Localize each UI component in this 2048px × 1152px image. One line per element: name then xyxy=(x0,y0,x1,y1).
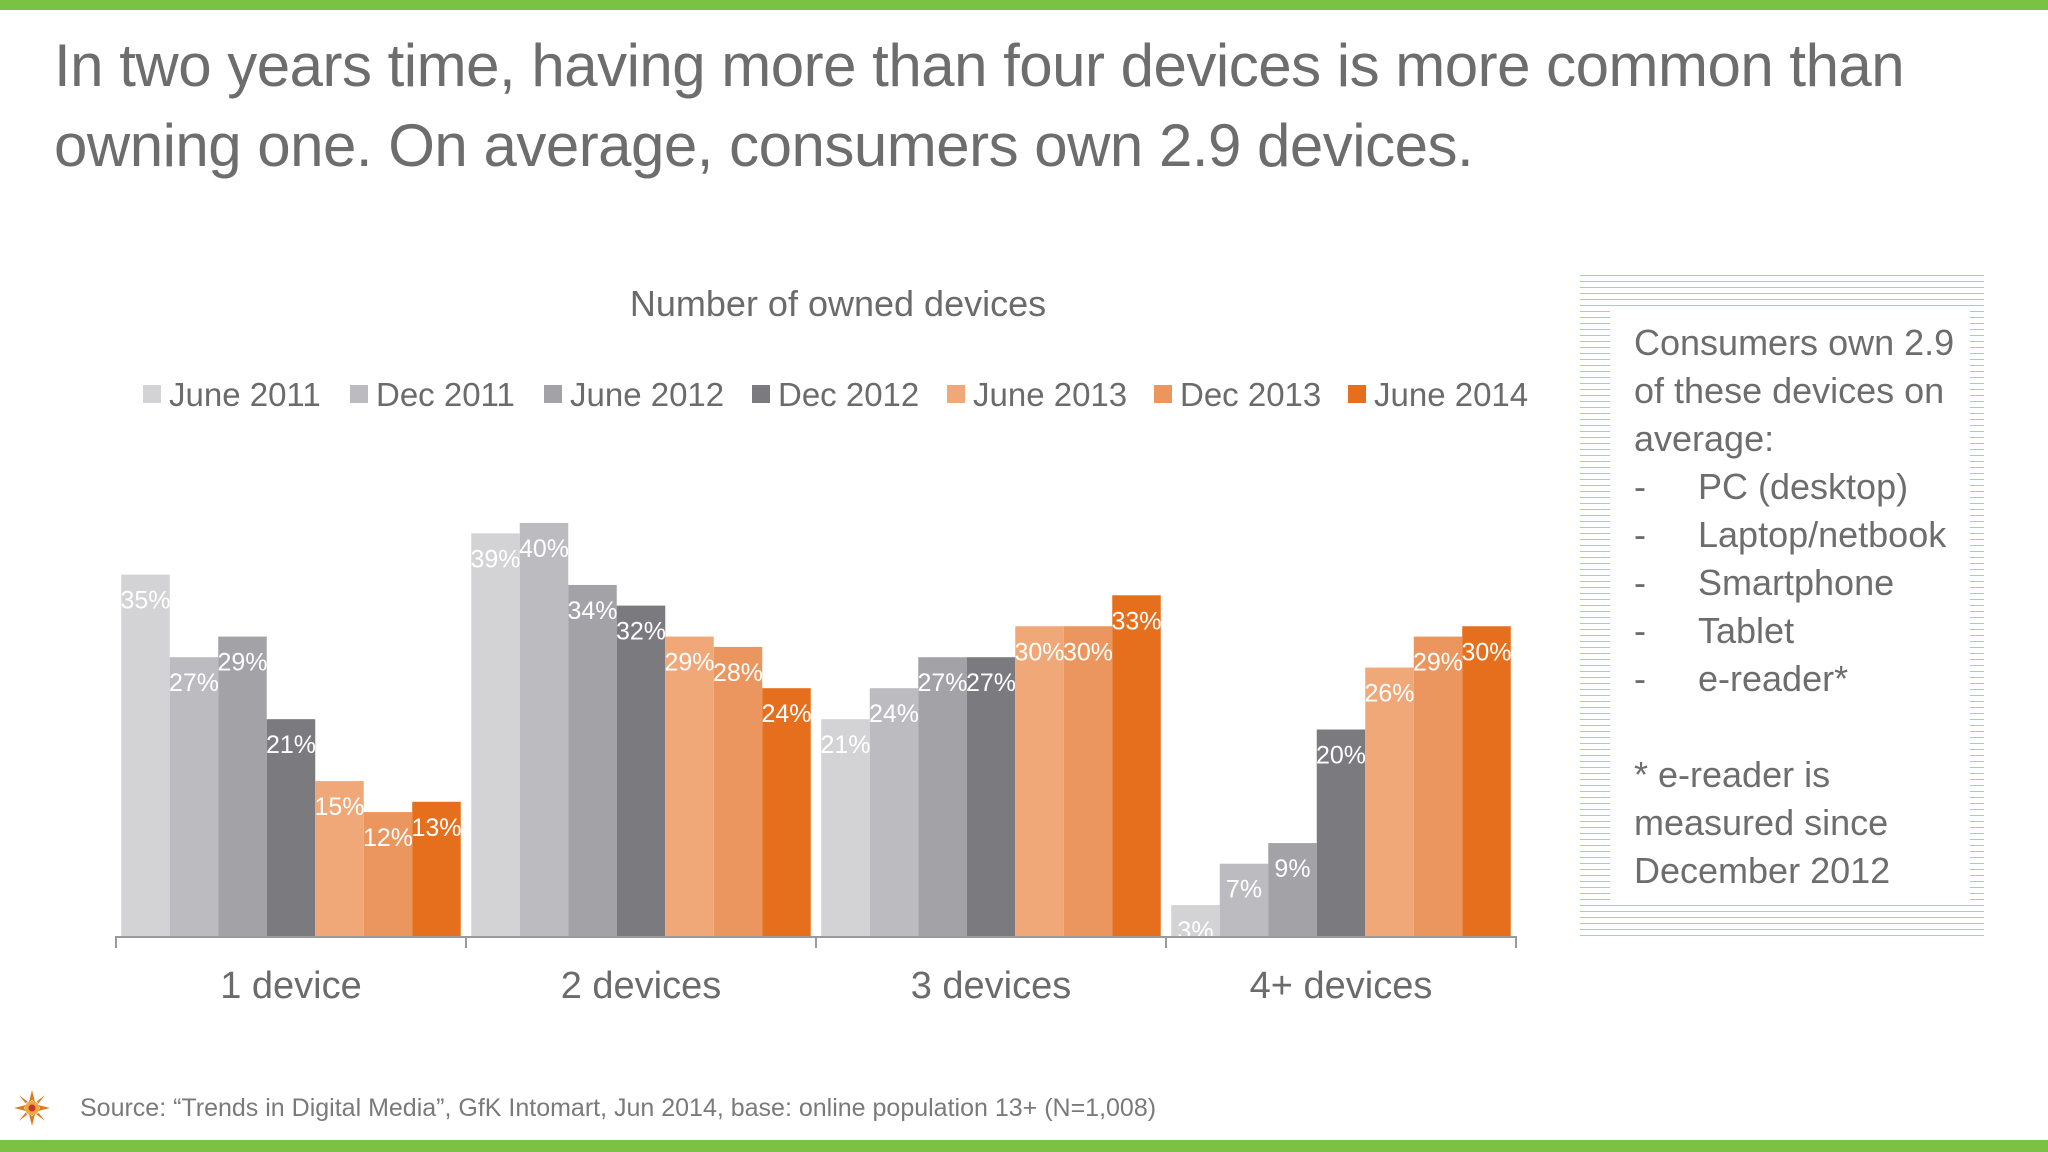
bottom-accent-bar xyxy=(0,1140,2048,1152)
device-label-ereader: e-reader* xyxy=(1698,658,1849,699)
device-label-pc: PC (desktop) xyxy=(1698,466,1909,507)
bar xyxy=(616,605,666,936)
side-note-content: Consumers own 2.9 of these devices on av… xyxy=(1610,311,1970,903)
side-note-title: Consumers own 2.9 of these devices on av… xyxy=(1634,322,1955,459)
bar xyxy=(1112,595,1161,936)
legend-swatch xyxy=(947,385,965,403)
legend-label: Dec 2011 xyxy=(376,376,515,413)
top-accent-bar xyxy=(0,0,2048,10)
bar-value-label: 34% xyxy=(567,597,617,625)
list-item: - e-reader* xyxy=(1634,655,1956,703)
page-title: In two years time, having more than four… xyxy=(54,32,1905,179)
legend-label: June 2012 xyxy=(570,376,724,413)
bar xyxy=(869,688,919,936)
bar-value-label: 13% xyxy=(411,814,461,842)
bar xyxy=(218,636,267,936)
bar xyxy=(1316,729,1366,936)
list-item: - PC (desktop) xyxy=(1634,463,1956,511)
legend-label: June 2013 xyxy=(973,376,1127,413)
bar-value-label: 7% xyxy=(1226,876,1262,904)
category-label: 3 devices xyxy=(911,965,1072,1007)
bar xyxy=(762,688,811,936)
side-note-box: Consumers own 2.9 of these devices on av… xyxy=(1580,275,1984,937)
gfk-logo-icon xyxy=(14,1090,50,1126)
bar xyxy=(1462,626,1511,936)
bar-value-label: 35% xyxy=(120,587,170,615)
bar xyxy=(713,646,763,936)
bar xyxy=(1171,905,1220,936)
bar-value-label: 26% xyxy=(1364,680,1414,708)
device-label-tablet: Tablet xyxy=(1698,610,1795,651)
category-label: 4+ devices xyxy=(1250,965,1433,1007)
legend-label: Dec 2012 xyxy=(778,376,919,413)
bar-value-label: 15% xyxy=(314,793,364,821)
bar-value-label: 30% xyxy=(1461,638,1511,666)
list-item: - Tablet xyxy=(1634,607,1956,655)
bar-value-label: 30% xyxy=(1014,638,1064,666)
bar xyxy=(1015,626,1064,936)
bar xyxy=(568,584,617,936)
bar-value-label: 24% xyxy=(869,700,919,728)
legend-swatch xyxy=(1154,385,1172,403)
bar-value-label: 32% xyxy=(616,618,666,646)
bar-value-label: 40% xyxy=(519,535,569,563)
bar-value-label: 27% xyxy=(966,669,1016,697)
category-label: 2 devices xyxy=(561,965,722,1007)
bar-value-label: 28% xyxy=(713,659,763,687)
device-list: - PC (desktop) - Laptop/netbook - Smartphon… xyxy=(1634,463,1956,703)
legend-swatch xyxy=(544,385,562,403)
bar xyxy=(665,636,714,936)
bar xyxy=(315,781,364,936)
bar xyxy=(121,574,170,936)
bar xyxy=(1063,626,1113,936)
bar-value-label: 29% xyxy=(664,649,714,677)
legend-label: June 2011 xyxy=(169,376,321,413)
bar xyxy=(821,719,870,936)
legend-label: June 2014 xyxy=(1374,376,1528,413)
bar xyxy=(169,657,219,936)
bar xyxy=(266,719,316,936)
bar-value-label: 30% xyxy=(1063,638,1113,666)
bar xyxy=(412,801,461,936)
list-item: - Smartphone xyxy=(1634,559,1956,607)
legend-swatch xyxy=(143,385,161,403)
bar-value-label: 29% xyxy=(1413,649,1463,677)
bar xyxy=(1365,667,1414,936)
bar-value-label: 12% xyxy=(363,824,413,852)
bar-value-label: 9% xyxy=(1274,855,1310,883)
bar xyxy=(918,657,967,936)
device-label-laptop: Laptop/netbook xyxy=(1698,514,1947,555)
bar xyxy=(1413,636,1463,936)
ereader-footnote: * e-reader is measured since December 20… xyxy=(1634,754,1891,891)
bar-value-label: 39% xyxy=(470,545,520,573)
bar-value-label: 3% xyxy=(1177,917,1213,945)
bar xyxy=(1268,843,1317,936)
category-label: 1 device xyxy=(220,965,362,1007)
bar-value-label: 21% xyxy=(266,731,316,759)
legend-label: Dec 2013 xyxy=(1180,376,1321,413)
list-item: - Laptop/netbook xyxy=(1634,511,1956,559)
legend-swatch xyxy=(752,385,770,403)
bar-value-label: 33% xyxy=(1111,607,1161,635)
bar xyxy=(471,533,520,936)
bar xyxy=(363,812,413,936)
device-label-smartphone: Smartphone xyxy=(1698,562,1895,603)
source-citation: Source: “Trends in Digital Media”, GfK I… xyxy=(80,1094,1157,1122)
bar-value-label: 20% xyxy=(1316,742,1366,770)
bar-value-label: 29% xyxy=(217,649,267,677)
bar xyxy=(966,657,1016,936)
bar-value-label: 21% xyxy=(820,731,870,759)
bar-value-label: 27% xyxy=(169,669,219,697)
legend-swatch xyxy=(350,385,368,403)
bar-value-label: 27% xyxy=(917,669,967,697)
bar-value-label: 24% xyxy=(761,700,811,728)
legend-swatch xyxy=(1348,385,1366,403)
bar xyxy=(1219,863,1269,936)
bar xyxy=(519,523,569,936)
chart-title: Number of owned devices xyxy=(630,283,1046,324)
